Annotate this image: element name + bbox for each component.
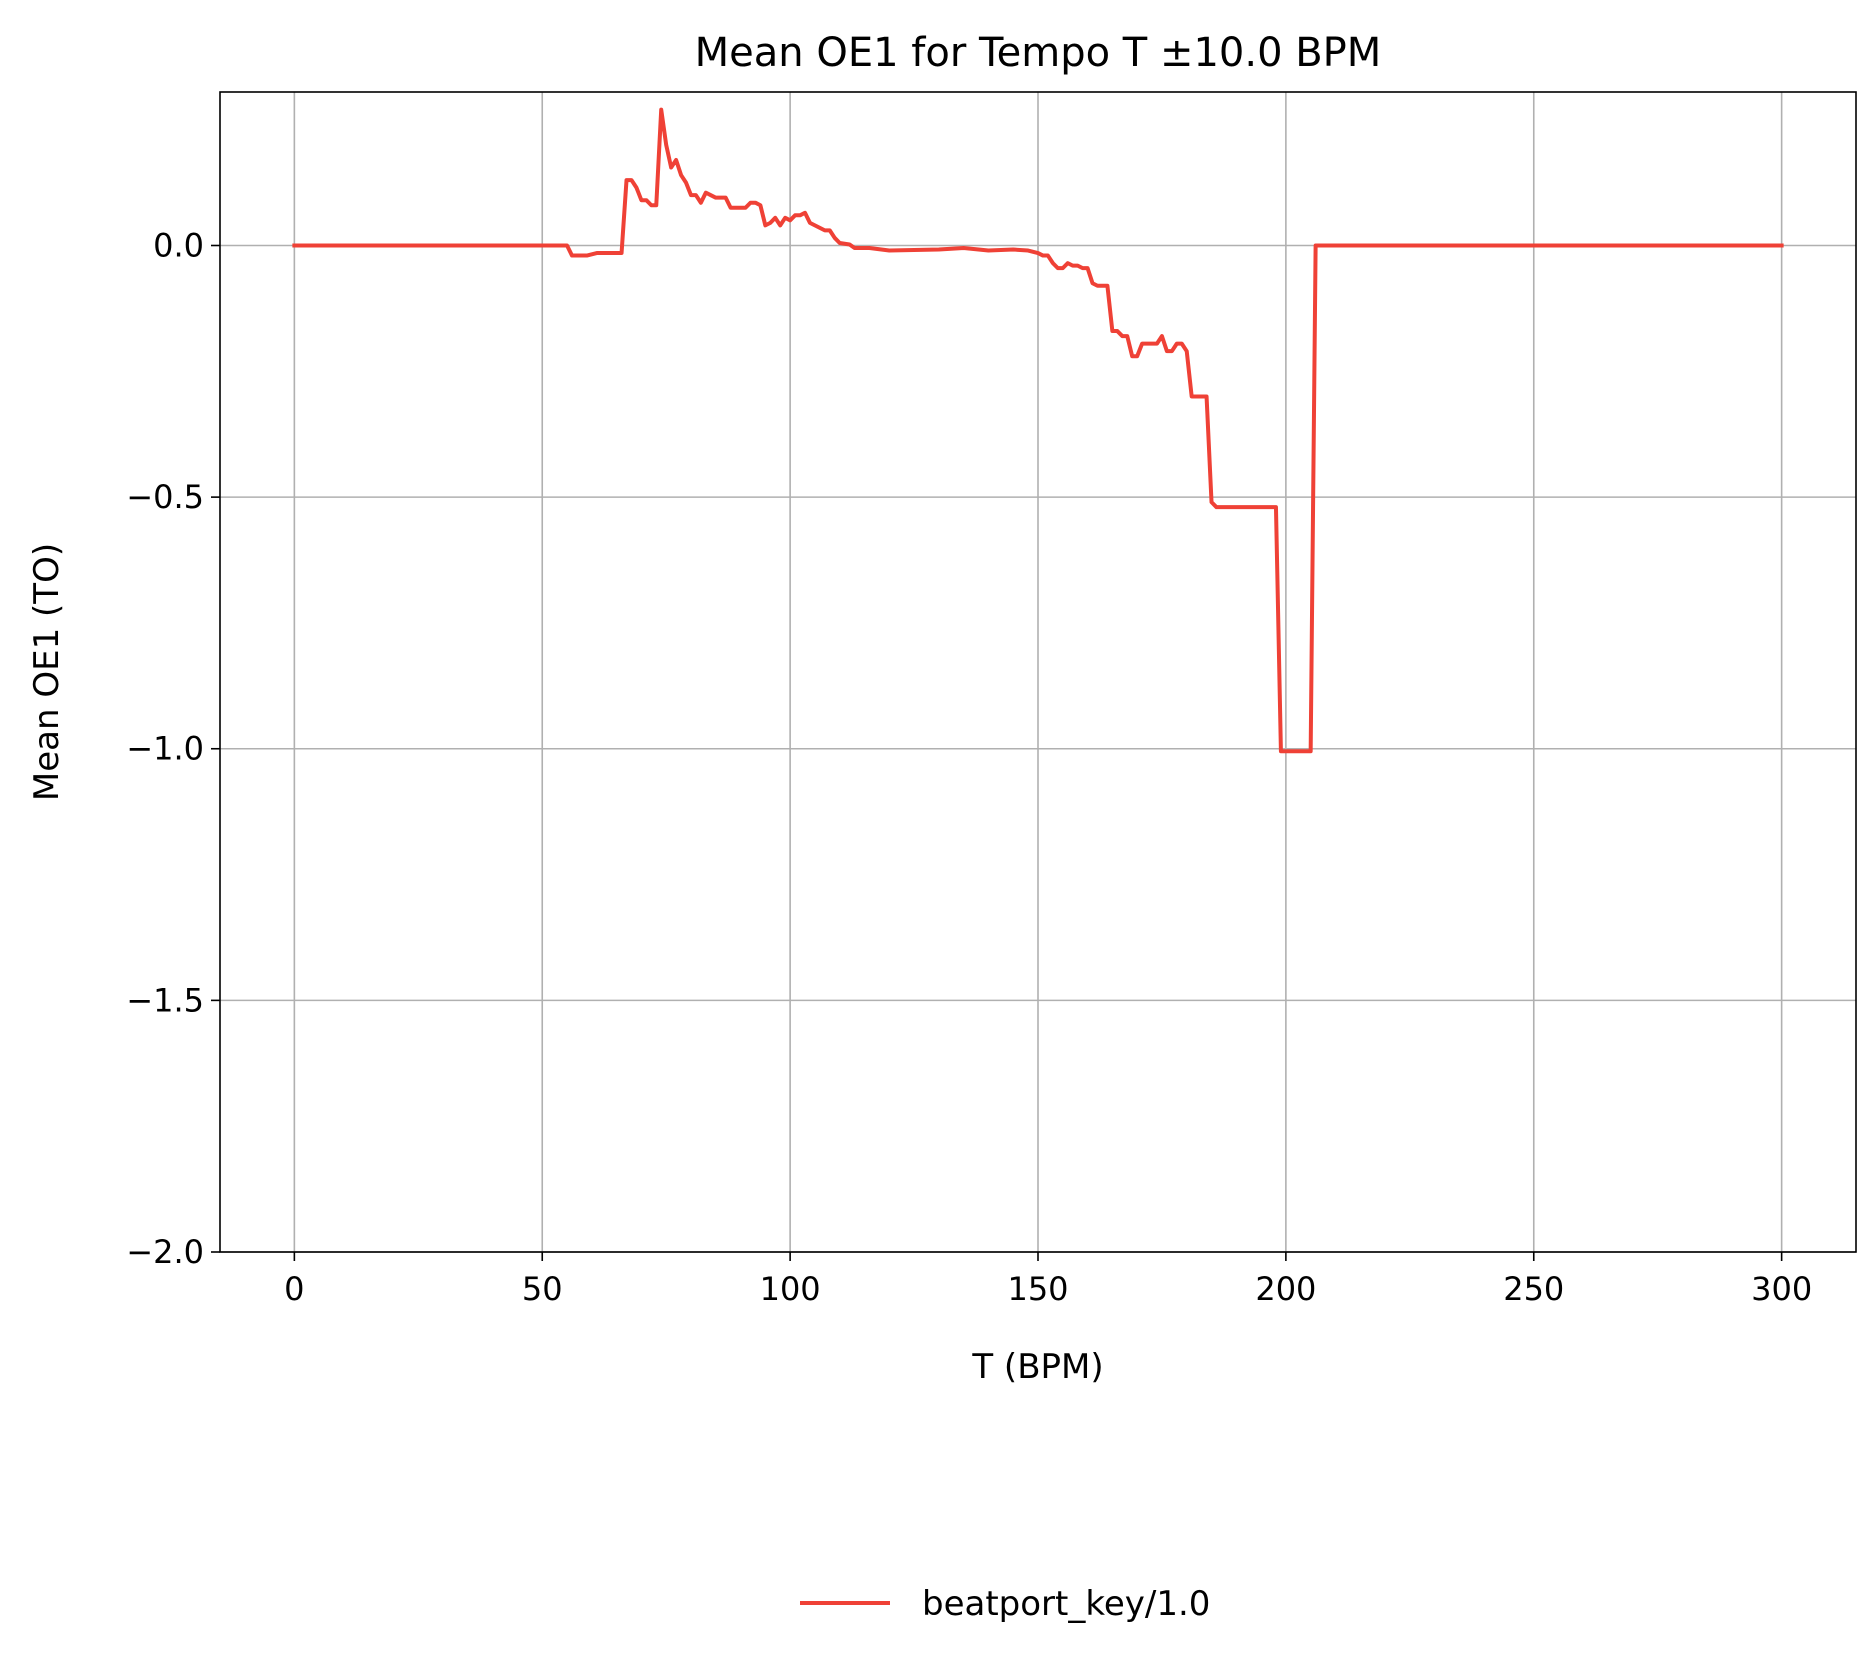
y-tick-label: −1.5 <box>126 981 204 1019</box>
x-tick-label: 200 <box>1255 1270 1316 1308</box>
ticks: 0 50 100 150 200 250 300 0.0 −0.5 −1.0 −1.5 −2.0 <box>126 226 1812 1308</box>
chart-title: Mean OE1 for Tempo T ±10.0 BPM <box>695 30 1382 76</box>
x-tick-label: 50 <box>522 1270 563 1308</box>
legend-label: beatport_key/1.0 <box>922 1584 1210 1624</box>
x-axis-label: T (BPM) <box>971 1347 1103 1387</box>
series-line-0 <box>292 107 1784 754</box>
x-tick-label: 100 <box>760 1270 821 1308</box>
legend: beatport_key/1.0 <box>800 1584 1210 1624</box>
y-tick-label: −0.5 <box>126 478 204 516</box>
x-tick-label: 0 <box>284 1270 304 1308</box>
x-tick-label: 150 <box>1007 1270 1068 1308</box>
x-tick-label: 300 <box>1751 1270 1812 1308</box>
y-tick-label: 0.0 <box>153 226 204 264</box>
x-tick-label: 250 <box>1503 1270 1564 1308</box>
y-axis-label: Mean OE1 (TO) <box>27 543 67 801</box>
y-tick-label: −2.0 <box>126 1233 204 1271</box>
plot-lines <box>292 107 1784 754</box>
y-tick-label: −1.0 <box>126 730 204 768</box>
